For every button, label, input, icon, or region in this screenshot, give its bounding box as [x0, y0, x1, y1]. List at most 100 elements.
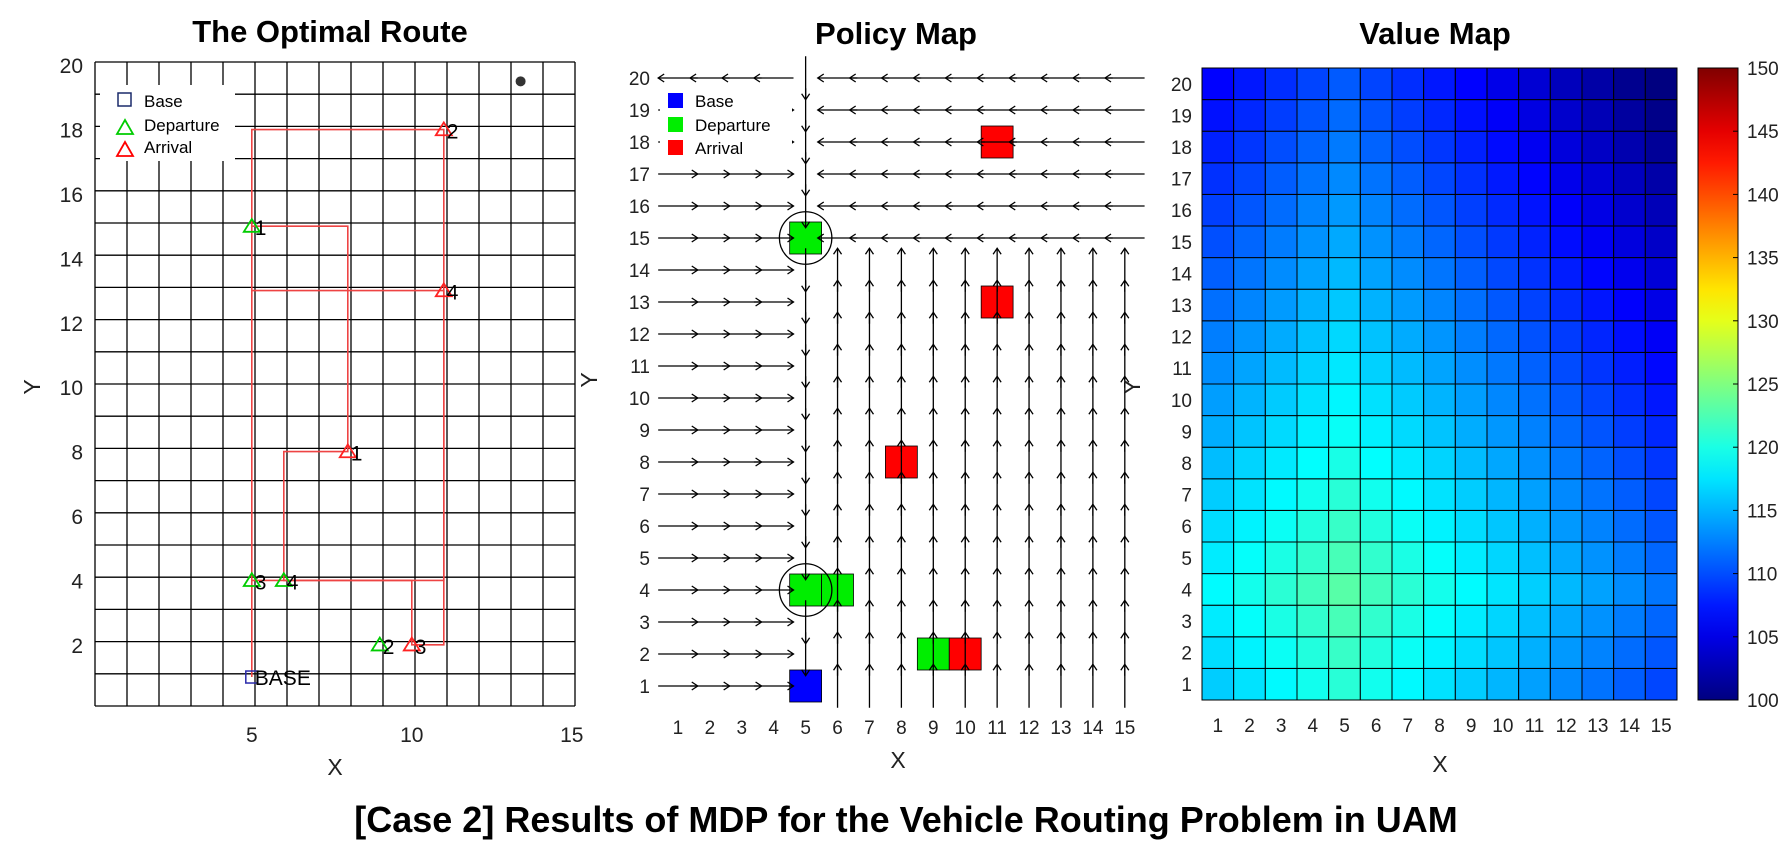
value-xtick: 2: [1244, 716, 1255, 737]
value-cell: [1233, 130, 1266, 164]
value-cell: [1296, 446, 1330, 480]
value-cell: [1613, 130, 1646, 164]
policy-arrow-head: [787, 521, 795, 531]
policy-xtick: 4: [768, 718, 779, 739]
value-cell: [1391, 667, 1425, 701]
arrival-label: 3: [415, 636, 427, 659]
policy-arrow-head: [816, 169, 825, 179]
value-cell: [1391, 320, 1425, 353]
value-ytick: 1: [1181, 675, 1192, 696]
policy-legend-base: Base: [695, 92, 734, 111]
policy-arrow-head: [787, 329, 795, 339]
policy-arrow-head: [880, 169, 888, 179]
policy-arrow-head: [880, 105, 888, 115]
policy-arrow-head: [816, 201, 825, 211]
policy-arrow-head: [787, 169, 795, 179]
value-cell: [1296, 667, 1330, 701]
value-cell: [1644, 320, 1678, 353]
policy-arrow-head: [960, 247, 970, 255]
value-cell: [1391, 383, 1425, 417]
value-cell: [1391, 573, 1425, 606]
value-cell: [1486, 415, 1520, 448]
value-cell: [1549, 320, 1583, 353]
value-cell: [1359, 130, 1393, 164]
value-cell: [1518, 446, 1551, 480]
legend-departure-marker: [115, 118, 135, 135]
departure-marker: [242, 217, 262, 233]
policy-arrow-head: [1040, 169, 1048, 179]
policy-arrow-head: [912, 201, 920, 211]
value-cell: [1391, 193, 1425, 227]
value-cell: [1233, 415, 1266, 448]
colorbar-tick: 110: [1747, 565, 1777, 586]
value-cell: [1328, 162, 1361, 195]
policy-arrow-head: [801, 285, 811, 293]
value-cell: [1644, 288, 1678, 322]
value-xtick: 6: [1371, 716, 1382, 737]
value-cell: [1423, 446, 1456, 480]
value-cell: [1644, 193, 1678, 227]
value-xtick: 4: [1308, 716, 1319, 737]
value-cell: [1264, 415, 1298, 448]
route-ytick: 16: [60, 184, 83, 207]
value-cell: [1581, 541, 1615, 575]
value-cell: [1391, 225, 1425, 259]
policy-arrow-head: [801, 669, 811, 677]
value-cell: [1296, 193, 1330, 227]
value-cell: [1233, 67, 1266, 101]
value-cell: [1486, 320, 1520, 353]
value-cell: [1328, 509, 1361, 543]
value-xtick: 7: [1403, 716, 1414, 737]
value-cell: [1233, 288, 1266, 322]
colorbar-tick: 100: [1747, 691, 1779, 712]
policy-xtick: 5: [800, 718, 811, 739]
policy-arrow-head: [787, 233, 795, 243]
value-cell: [1518, 67, 1551, 101]
policy-arrow-head: [1071, 169, 1080, 179]
value-cell: [1581, 446, 1615, 480]
value-ytick: 9: [1181, 422, 1192, 443]
policy-ytick: 12: [629, 325, 650, 346]
value-cell: [1613, 67, 1646, 101]
value-cell: [1486, 446, 1520, 480]
value-cell: [1201, 67, 1235, 101]
value-cell: [1391, 162, 1425, 195]
value-cell: [1359, 415, 1393, 448]
value-cell: [1328, 67, 1361, 101]
value-cell: [1581, 193, 1615, 227]
route-legend: Base Departure Arrival: [100, 85, 235, 161]
policy-arrow-head: [801, 125, 811, 133]
route-ytick: 10: [60, 377, 83, 400]
policy-arrow-head: [787, 265, 795, 275]
value-cell: [1549, 509, 1583, 543]
value-cell: [1486, 383, 1520, 417]
value-cell: [1644, 130, 1678, 164]
route-legend-arrival: Arrival: [144, 138, 192, 157]
policy-arrow-head: [1008, 233, 1016, 243]
value-cell: [1423, 636, 1456, 669]
policy-arrow-head: [1008, 169, 1016, 179]
policy-arrow-head: [864, 247, 875, 255]
policy-arrow-head: [801, 445, 811, 453]
value-ytick: 14: [1171, 264, 1193, 285]
value-cell: [1201, 162, 1235, 195]
departure-marker: [274, 571, 294, 587]
value-ytick: 10: [1171, 391, 1192, 412]
legend-arrival-marker: [115, 140, 135, 157]
value-cell: [1454, 478, 1488, 511]
policy-arrow-head: [801, 157, 811, 165]
value-cell: [1264, 667, 1298, 701]
value-cell: [1328, 415, 1361, 448]
value-cell: [1423, 130, 1456, 164]
value-cells: [1201, 67, 1678, 701]
colorbar-tick: 145: [1747, 122, 1779, 143]
value-xtick: 1: [1213, 716, 1224, 737]
policy-arrow-head: [801, 509, 811, 517]
value-xtick: 15: [1651, 716, 1672, 737]
value-cell: [1518, 541, 1551, 575]
policy-ytick: 14: [629, 261, 651, 282]
policy-arrow-head: [787, 425, 795, 435]
value-cell: [1454, 67, 1488, 101]
